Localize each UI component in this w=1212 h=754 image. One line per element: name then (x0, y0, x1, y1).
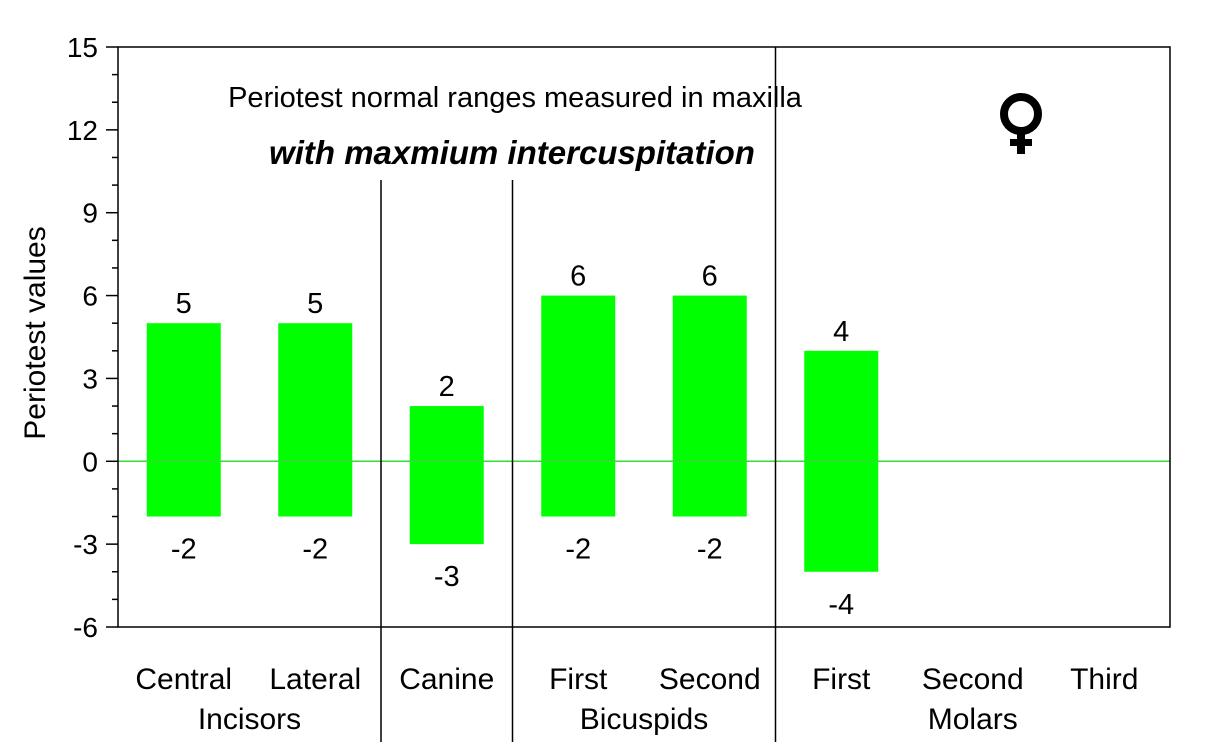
y-tick-label: -3 (73, 529, 98, 560)
category-label: First (549, 663, 608, 696)
data-label-high: 5 (176, 288, 192, 320)
category-label: Second (922, 663, 1024, 696)
range-bar (672, 295, 747, 517)
data-label-low: -2 (697, 534, 723, 566)
data-label-high: 2 (439, 371, 455, 403)
data-label-high: 6 (570, 261, 586, 293)
y-tick-label: 0 (82, 446, 98, 477)
category-label: Lateral (269, 663, 361, 696)
category-label: Second (659, 663, 761, 696)
category-label: First (812, 663, 871, 696)
group-label: Incisors (198, 703, 301, 736)
chart-title: Periotest normal ranges measured in maxi… (228, 82, 803, 114)
group-label: Molars (928, 703, 1018, 736)
category-label: Central (135, 663, 232, 696)
x-axis-categories: Central Lateral Canine First Second First Seco… (135, 663, 1138, 736)
data-label-low: -2 (565, 534, 591, 566)
data-labels-layer: 5 -2 5 -2 2 -3 6 -2 6 -2 4 -4 (171, 261, 854, 621)
data-label-high: 4 (833, 316, 849, 348)
y-tick-label: 9 (82, 198, 98, 229)
category-label: Third (1070, 663, 1138, 696)
y-axis-label: Periotest values (19, 226, 52, 439)
y-tick-label: 15 (67, 32, 98, 63)
data-label-high: 5 (307, 288, 323, 320)
data-label-low: -2 (302, 534, 328, 566)
y-tick-label: -6 (73, 612, 98, 643)
y-tick-label: 6 (82, 281, 98, 312)
group-label: Bicuspids (580, 703, 708, 736)
y-tick-label: 12 (67, 115, 98, 146)
chart-subtitle: with maxmium intercuspitation (269, 134, 755, 171)
category-label: Canine (399, 663, 494, 696)
range-bar (278, 323, 353, 517)
y-axis: -6 -3 0 3 6 9 12 15 (67, 32, 118, 643)
range-bar (541, 295, 616, 517)
data-label-low: -4 (828, 589, 854, 621)
plot-border (117, 46, 1171, 628)
range-bar (409, 406, 484, 545)
data-label-low: -2 (171, 534, 197, 566)
data-label-low: -3 (434, 561, 460, 593)
range-bar (146, 323, 221, 517)
data-label-high: 6 (702, 261, 718, 293)
plot-frame (117, 46, 1171, 742)
y-tick-label: 3 (82, 363, 98, 394)
female-symbol-icon (1000, 93, 1042, 154)
